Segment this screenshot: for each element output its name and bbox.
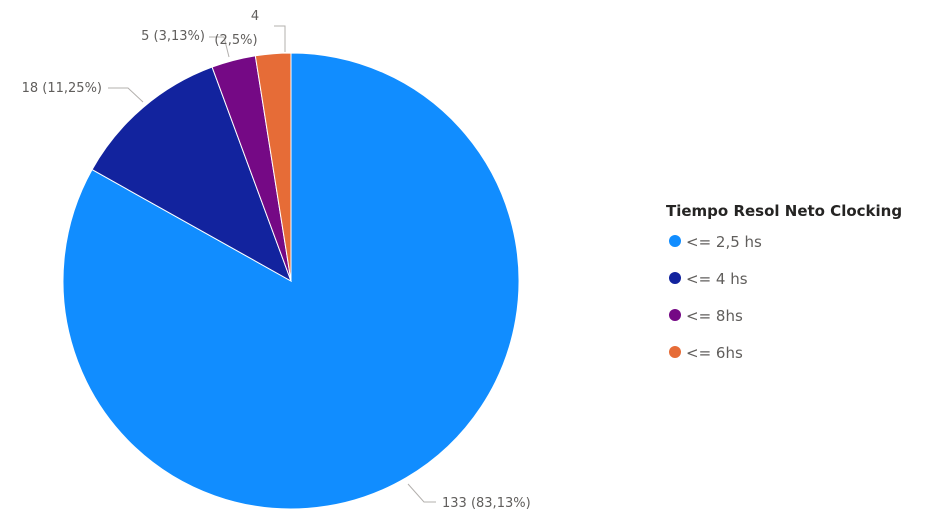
pie-data-labels: 133 (83,13%) 18 (11,25%) 5 (3,13%) 4 (2,…	[22, 9, 531, 511]
pie-slice-4[interactable]	[254, 52, 292, 282]
legend-marker-4	[669, 346, 681, 358]
legend-item-2[interactable]: <= 4 hs	[686, 270, 748, 288]
legend-item-3[interactable]: <= 8hs	[686, 307, 743, 325]
leader-line-slice-3	[209, 36, 230, 58]
legend-item-4[interactable]: <= 6hs	[686, 344, 743, 362]
legend-marker-2	[669, 272, 681, 284]
leader-line-slice-1	[407, 483, 436, 503]
data-label-slice-4-percent: (2,5%)	[214, 33, 257, 48]
leader-line-slice-4	[274, 25, 286, 52]
leader-line-slice-2	[108, 87, 144, 103]
data-label-slice-4: 4	[251, 9, 259, 24]
data-label-slice-1: 133 (83,13%)	[442, 496, 531, 511]
legend-marker-3	[669, 309, 681, 321]
legend-marker-1	[669, 235, 681, 247]
legend-item-1[interactable]: <= 2,5 hs	[686, 233, 762, 251]
data-label-slice-3: 5 (3,13%)	[141, 29, 205, 44]
data-label-slice-2: 18 (11,25%)	[22, 81, 102, 96]
pie-slice-2[interactable]	[91, 66, 292, 283]
legend: Tiempo Resol Neto Clocking <= 2,5 hs <= 4…	[666, 202, 902, 362]
legend-title: Tiempo Resol Neto Clocking	[666, 202, 902, 220]
pie-slices	[62, 52, 520, 510]
